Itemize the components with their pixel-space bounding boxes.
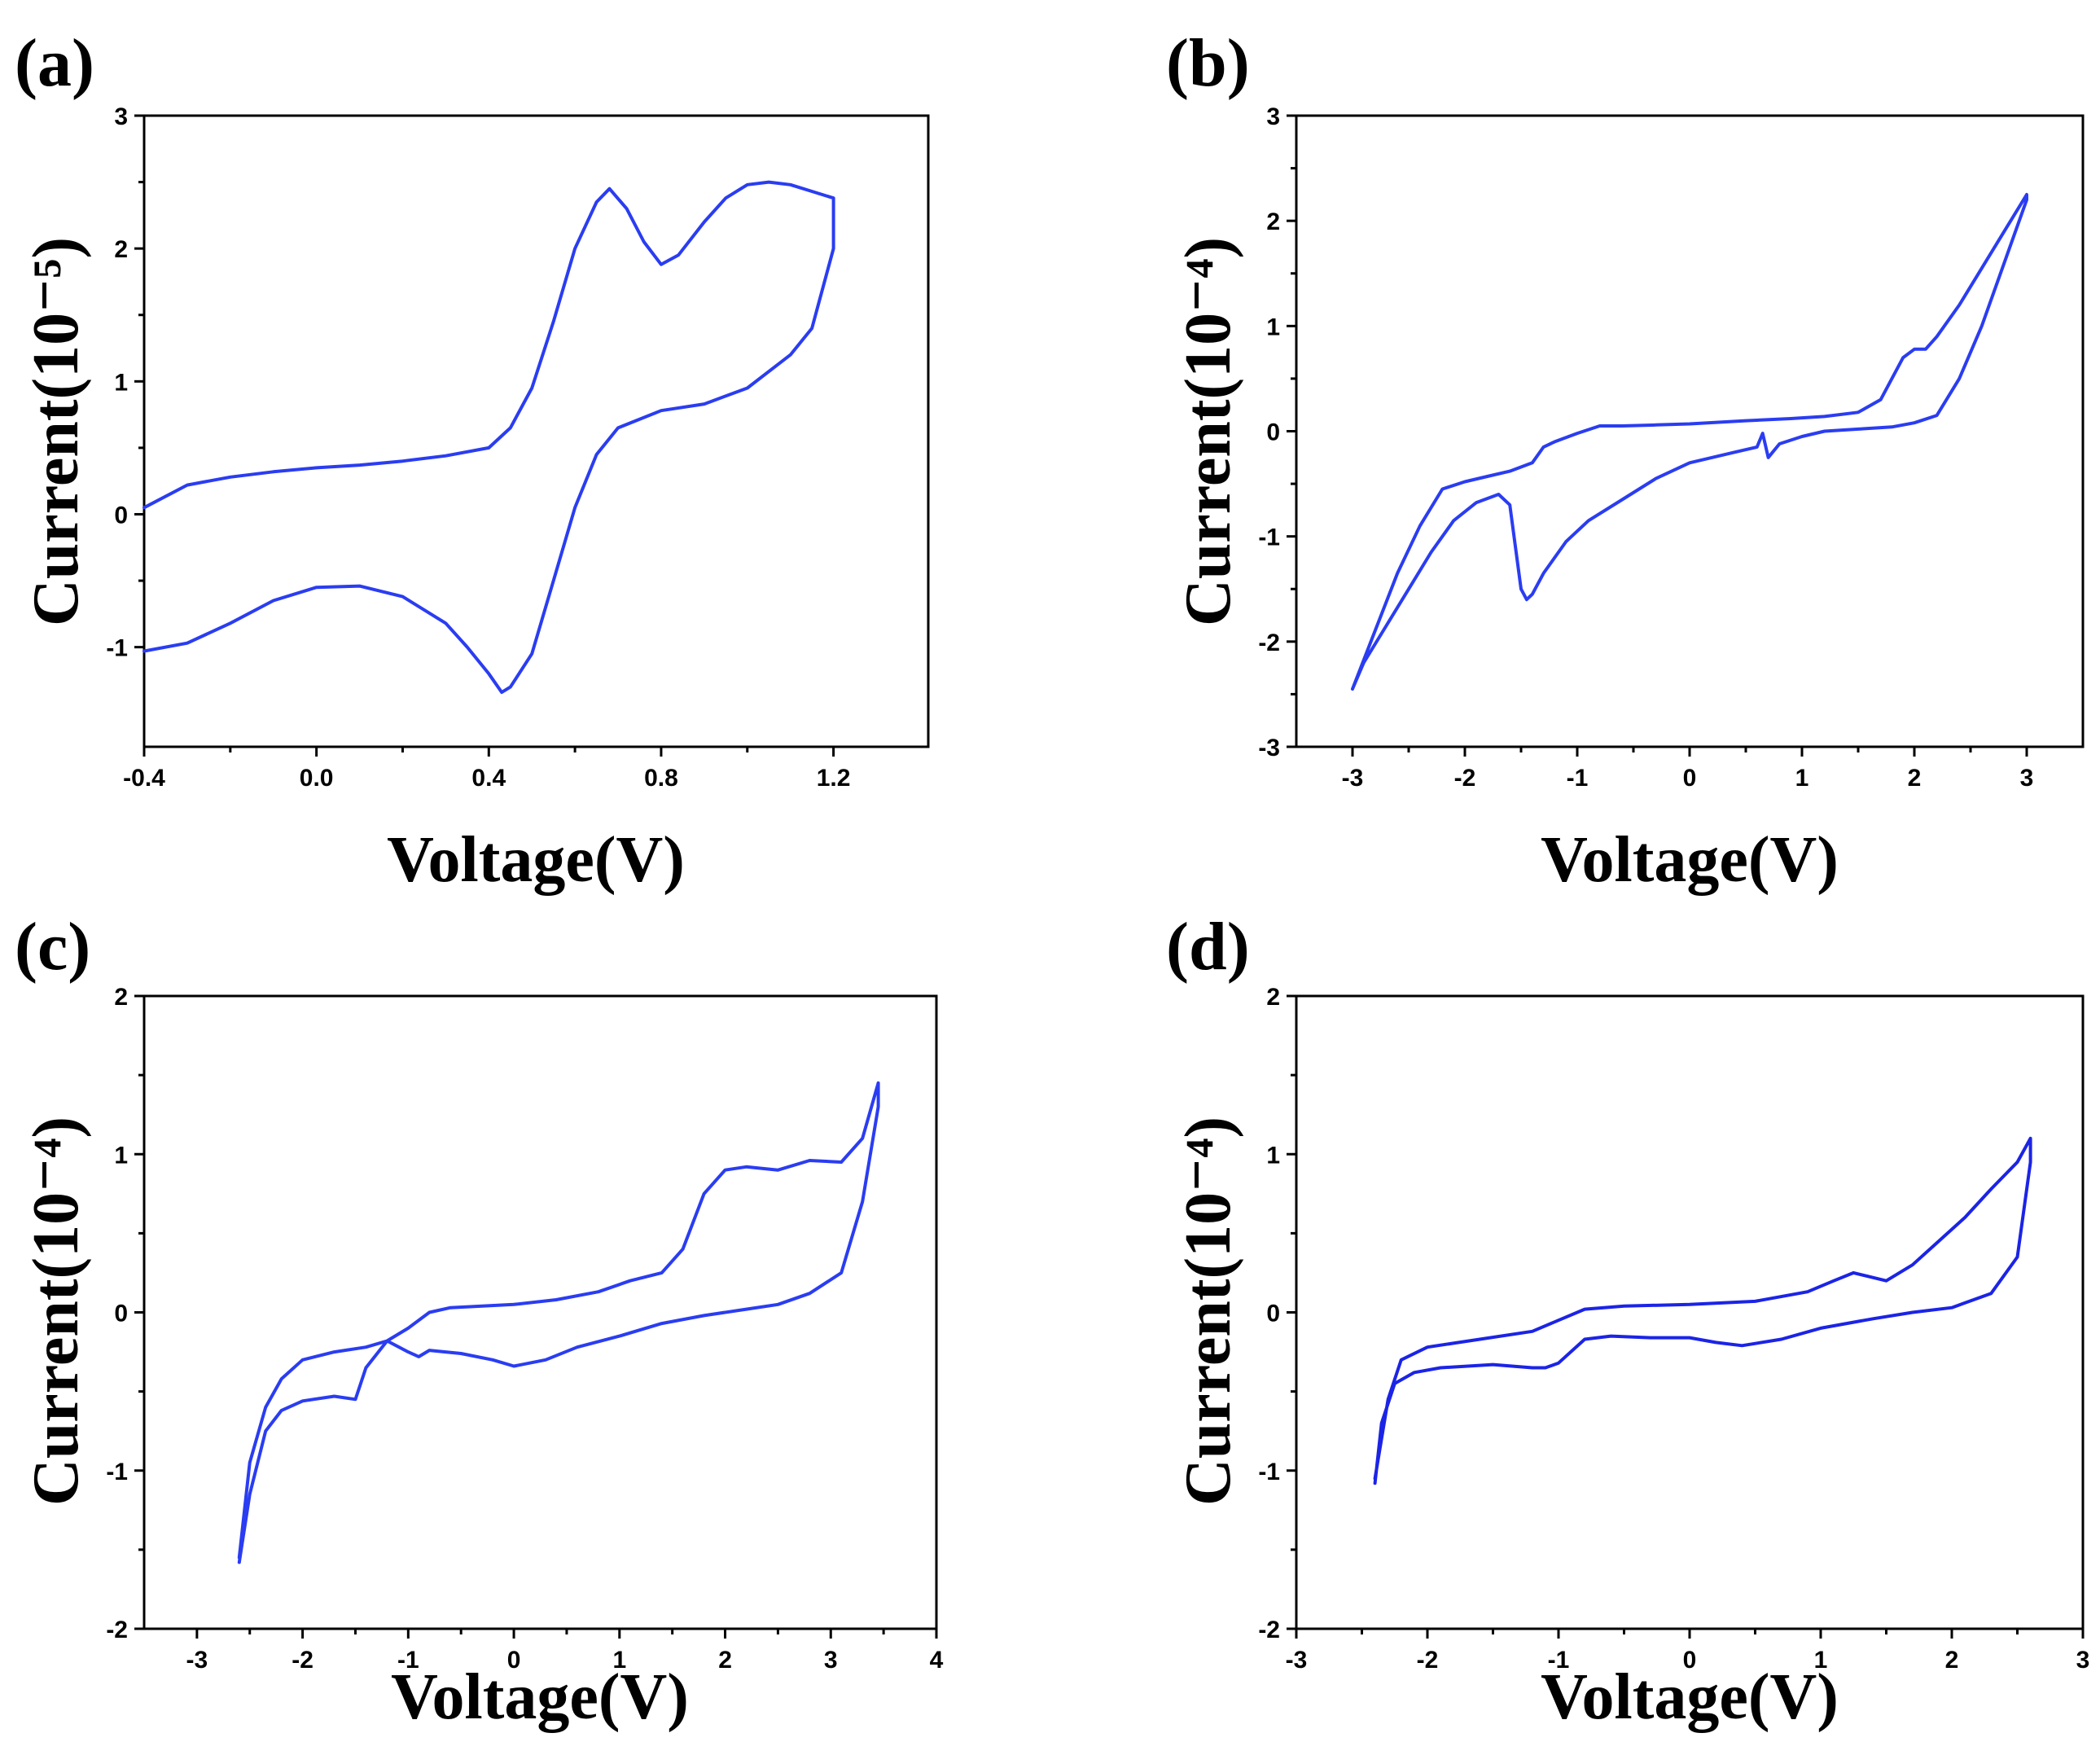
y-tick-label: 0 bbox=[1266, 419, 1280, 446]
x-tick-label: -2 bbox=[1417, 1647, 1439, 1674]
panel-label: (a) bbox=[15, 25, 94, 101]
x-tick-label: -2 bbox=[292, 1647, 313, 1674]
y-tick-label: 2 bbox=[1266, 208, 1280, 235]
x-axis-title: Voltage(V) bbox=[387, 824, 685, 896]
cv-curve-series-0 bbox=[1373, 1136, 2032, 1485]
x-tick-label: 2 bbox=[718, 1647, 732, 1674]
x-tick-label: 0.0 bbox=[300, 765, 334, 792]
y-tick-label: 2 bbox=[1266, 984, 1280, 1011]
x-tick-label: -1 bbox=[1567, 765, 1589, 792]
x-axis-title: Voltage(V) bbox=[1541, 1661, 1839, 1733]
y-tick-label: 1 bbox=[114, 1142, 128, 1169]
y-tick-label: 1 bbox=[1266, 314, 1280, 340]
x-tick-label: 3 bbox=[2020, 765, 2034, 792]
y-tick-label: 3 bbox=[1266, 103, 1280, 130]
x-tick-label: 3 bbox=[824, 1647, 838, 1674]
y-axis-title: Current(10⁻⁵) bbox=[20, 237, 92, 626]
y-tick-label: -2 bbox=[1258, 1617, 1280, 1643]
chart-panel-0: (a) -0.4 0.0 0.4 0.8 1.2 -1 0 1 2 3 Voltage(V) Curre… bbox=[15, 25, 930, 896]
y-tick-label: 3 bbox=[114, 103, 128, 130]
y-tick-label: -2 bbox=[106, 1617, 128, 1643]
y-axis-title: Current(10⁻⁴) bbox=[20, 1117, 92, 1506]
x-tick-label: 1 bbox=[612, 1647, 626, 1674]
x-tick-label: 3 bbox=[2076, 1647, 2090, 1674]
x-tick-label: -2 bbox=[1454, 765, 1476, 792]
chart-panel-3: (d)-3 -2 -1 0 1 2 3-2-1012Voltage(V)Current(10… bbox=[1166, 909, 2089, 1733]
y-tick-label: -1 bbox=[1258, 1459, 1280, 1485]
x-axis-title: Voltage(V) bbox=[391, 1661, 689, 1733]
x-tick-label: 4 bbox=[930, 1647, 944, 1674]
x-tick-label: -1 bbox=[397, 1647, 419, 1674]
x-tick-label: 0.4 bbox=[471, 765, 506, 792]
x-tick-label: -1 bbox=[1548, 1647, 1570, 1674]
panel-label: (b) bbox=[1166, 25, 1250, 101]
y-tick-label: -1 bbox=[1258, 524, 1280, 551]
y-tick-label: 1 bbox=[114, 369, 128, 396]
cv-curve-series-0 bbox=[237, 1081, 880, 1564]
y-tick-label: -3 bbox=[1258, 735, 1280, 761]
x-tick-label: 0.8 bbox=[644, 765, 678, 792]
y-tick-label: -1 bbox=[106, 635, 128, 662]
x-axis-title: Voltage(V) bbox=[1541, 824, 1839, 896]
y-tick-label: 1 bbox=[1266, 1142, 1280, 1169]
plot-frame bbox=[1295, 114, 2085, 748]
x-tick-label: 2 bbox=[1945, 1647, 1959, 1674]
chart-panel-1: (b) -3 -2 -1 0 1 2 3 -3 -2 -1 0 1 2 3 Voltage(V) Current… bbox=[1166, 25, 2085, 896]
cv-curve-series-0 bbox=[1351, 192, 2028, 691]
x-tick-label: 1 bbox=[1814, 1647, 1828, 1674]
y-tick-label: -1 bbox=[106, 1459, 128, 1485]
cv-curve-series-0 bbox=[142, 180, 835, 695]
y-tick-label: -2 bbox=[1258, 630, 1280, 656]
panel-label: (c) bbox=[15, 909, 90, 985]
x-tick-label: -3 bbox=[1342, 765, 1364, 792]
plot-frame bbox=[1295, 994, 2085, 1630]
x-tick-label: 0 bbox=[1683, 765, 1697, 792]
x-tick-label: 1.2 bbox=[817, 765, 851, 792]
x-tick-label: 1 bbox=[1795, 765, 1809, 792]
y-axis-title: Current(10⁻⁴) bbox=[1173, 237, 1244, 626]
y-tick-label: 0 bbox=[114, 502, 128, 529]
y-tick-label: 2 bbox=[114, 984, 128, 1011]
x-tick-label: 0 bbox=[507, 1647, 521, 1674]
y-tick-label: 2 bbox=[114, 236, 128, 263]
plot-frame bbox=[142, 994, 938, 1630]
chart-panel-2: (c) -3 -2 -1 0 1 2 3 4 -2 -1 0 1 2 Voltage(V) Current(1… bbox=[15, 909, 944, 1733]
x-tick-label: 2 bbox=[1908, 765, 1922, 792]
y-axis-title: Current(10⁻⁴) bbox=[1173, 1117, 1244, 1506]
y-tick-label: 0 bbox=[1266, 1301, 1280, 1327]
y-tick-label: 0 bbox=[114, 1301, 128, 1327]
x-tick-label: -0.4 bbox=[123, 765, 165, 792]
panel-label: (d) bbox=[1166, 909, 1250, 985]
x-tick-label: -3 bbox=[1286, 1647, 1308, 1674]
x-tick-label: 0 bbox=[1683, 1647, 1697, 1674]
x-tick-label: -3 bbox=[186, 1647, 208, 1674]
plot-frame bbox=[142, 114, 930, 748]
